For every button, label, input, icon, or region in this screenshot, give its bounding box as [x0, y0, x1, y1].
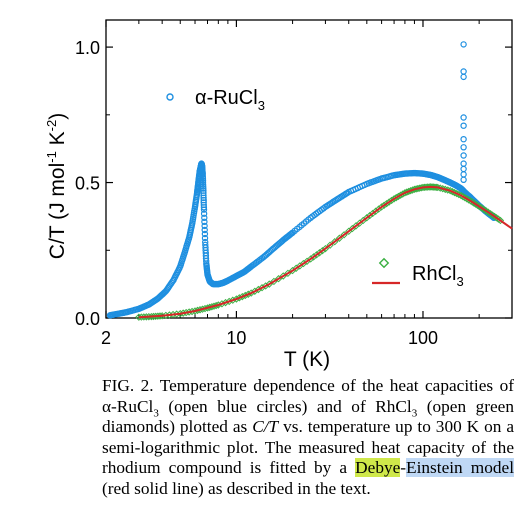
point-rucl3: [460, 135, 467, 143]
caption-sub-1: 3: [153, 407, 159, 420]
point-rucl3: [199, 179, 207, 186]
point-rucl3: [200, 185, 207, 192]
point-rucl3: [199, 183, 207, 190]
point-rucl3: [201, 218, 208, 225]
point-rucl3: [200, 206, 208, 213]
point-rucl3: [201, 234, 209, 242]
point-rucl3: [460, 73, 467, 81]
plot-axes: 2 10 100 0.0 0.5 1.0: [75, 19, 513, 348]
y-tick-label: 0.0: [75, 309, 100, 329]
series-0: [106, 160, 498, 319]
point-rucl3: [460, 165, 467, 173]
plot-data: [106, 41, 513, 321]
point-rucl3: [460, 171, 467, 178]
y-axis-title: C/T (J mol-1 K-2): [44, 113, 69, 259]
point-rucl3: [201, 214, 208, 221]
legend-marker-rucl3: [166, 93, 174, 101]
x-axis-title: T (K): [284, 348, 330, 371]
legend-label-rhcl3: RhCl3: [412, 263, 464, 289]
point-rucl3: [199, 181, 207, 188]
caption-text-1: FIG. 2. Temperature dependence of the he…: [102, 376, 514, 416]
y-tick-label: 1.0: [75, 38, 100, 58]
point-rucl3: [460, 144, 467, 151]
legend: α-RuCl3 RhCl3: [166, 87, 464, 289]
legend-marker-rhcl3: [378, 257, 390, 269]
point-rucl3: [199, 171, 206, 178]
series-3: [138, 185, 513, 319]
point-rucl3: [199, 175, 207, 182]
point-rucl3: [460, 160, 467, 167]
point-rucl3: [201, 230, 209, 238]
x-tick-label: 10: [226, 328, 246, 348]
x-tick-label: 100: [408, 328, 438, 348]
caption-italic-ct: C/T: [252, 417, 279, 437]
point-rucl3: [460, 122, 467, 129]
caption-hyphen: -: [400, 458, 407, 478]
series-1: [460, 41, 467, 183]
caption-text-4: vs. temperature up to 300 K on a semi-lo…: [102, 417, 514, 478]
point-rucl3: [201, 226, 208, 234]
caption-text-5: (red solid line) as described in the tex…: [102, 478, 371, 498]
fit-line: [138, 185, 513, 319]
point-rucl3: [200, 204, 208, 211]
point-rucl3: [460, 114, 467, 121]
caption-highlight-einstein: Einstein model: [406, 458, 514, 478]
point-rucl3: [199, 177, 207, 184]
point-rucl3: [199, 173, 206, 180]
point-rucl3: [460, 41, 467, 48]
point-rucl3: [460, 152, 467, 159]
heat-capacity-chart: 2 10 100 0.0 0.5 1.0 α-RuCl3 RhCl3 C/T (J mol…: [44, 19, 513, 371]
plot-frame: [105, 19, 513, 319]
caption-text-2: (open blue circles) and of RhCl: [158, 396, 412, 416]
caption-sub-2: 3: [411, 407, 418, 420]
point-rucl3: [200, 210, 208, 217]
caption-highlight-debye: Debye: [355, 458, 401, 478]
figure-caption: FIG. 2. Temperature dependence of the he…: [102, 376, 514, 500]
point-rucl3: [460, 68, 467, 75]
y-tick-label: 0.5: [75, 174, 100, 194]
point-rucl3: [201, 222, 208, 230]
point-rucl3: [460, 176, 467, 183]
caption-text-3: (open green diamonds) plotted as: [102, 396, 514, 437]
x-tick-label: 2: [101, 328, 111, 348]
legend-label-rucl3: α-RuCl3: [195, 87, 265, 113]
